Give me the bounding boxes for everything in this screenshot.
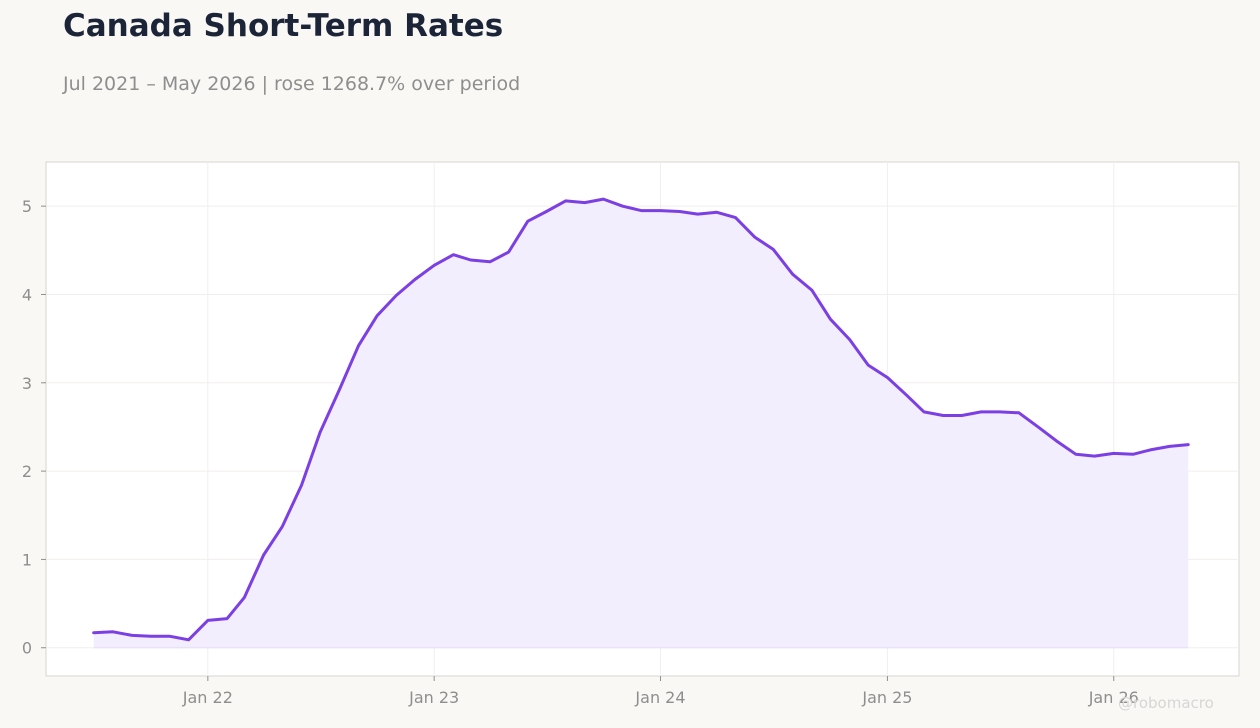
y-tick-label: 4 [22, 285, 32, 304]
y-tick-label: 2 [22, 462, 32, 481]
series-area [92, 197, 1190, 649]
y-tick-label: 0 [22, 639, 32, 658]
x-tick-label: Jan 25 [861, 688, 912, 707]
y-tick-label: 1 [22, 550, 32, 569]
y-tick-label: 3 [22, 374, 32, 393]
x-tick-label: Jan 24 [634, 688, 685, 707]
series-fill [93, 199, 1189, 648]
y-tick-label: 5 [22, 197, 32, 216]
x-tick-label: Jan 23 [408, 688, 459, 707]
y-axis-ticks: 0 1 2 3 4 5 [22, 197, 46, 658]
series-line [92, 197, 1190, 642]
x-tick-label: Jan 26 [1088, 688, 1139, 707]
chart-subtitle: Jul 2021 – May 2026 | rose 1268.7% over … [63, 73, 521, 95]
watermark: @robomacro [1118, 694, 1214, 712]
x-axis-ticks: Jan 22 Jan 23 Jan 24 Jan 25 Jan 26 [182, 676, 1139, 707]
chart-title: Canada Short-Term Rates [63, 8, 504, 44]
x-tick-label: Jan 22 [182, 688, 233, 707]
